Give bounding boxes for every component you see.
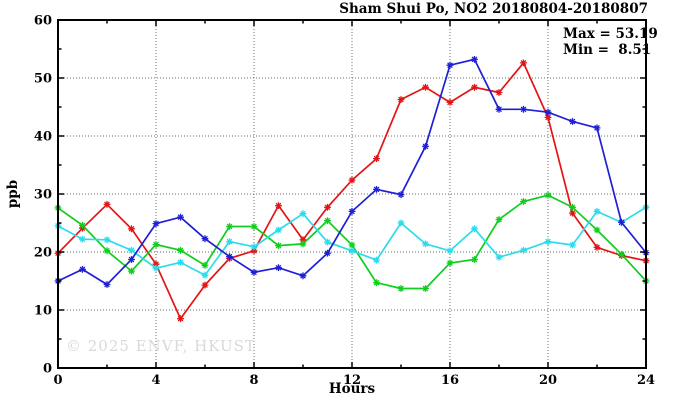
x-axis-label: Hours	[329, 381, 376, 397]
y-tick-label-40: 40	[34, 130, 52, 145]
max-annotation: Max = 53.19	[563, 26, 658, 42]
min-annotation: Min = 8.51	[563, 42, 651, 58]
y-axis-label: ppb	[5, 180, 21, 208]
x-tick-label-8: 8	[249, 373, 258, 388]
x-tick-label-0: 0	[53, 373, 62, 388]
x-tick-label-16: 16	[441, 373, 459, 388]
y-tick-label-60: 60	[34, 14, 52, 29]
day-3-cyan-line	[57, 206, 647, 277]
x-tick-label-4: 4	[151, 373, 160, 388]
series-day-3-cyan	[54, 203, 650, 279]
tick-layer	[57, 19, 647, 369]
watermark: © 2025 ENVF, HKUST	[66, 337, 256, 355]
x-tick-label-20: 20	[539, 373, 557, 388]
series-day-4-blue	[54, 56, 650, 288]
series-layer	[54, 56, 650, 323]
tick-label-layer: 0 4 8 12 16 20 24 0 10 20 30 40 50 60	[34, 14, 655, 389]
y-tick-label-50: 50	[34, 72, 52, 87]
grid-layer	[58, 20, 646, 368]
x-tick-label-24: 24	[637, 373, 655, 388]
chart-title: Sham Shui Po, NO2 20180804-20180807	[339, 1, 648, 17]
y-tick-label-10: 10	[34, 304, 52, 319]
x-tick-label-12: 12	[343, 373, 361, 388]
y-tick-label-0: 0	[43, 362, 52, 377]
y-tick-label-30: 30	[34, 188, 52, 203]
y-tick-label-20: 20	[34, 246, 52, 261]
